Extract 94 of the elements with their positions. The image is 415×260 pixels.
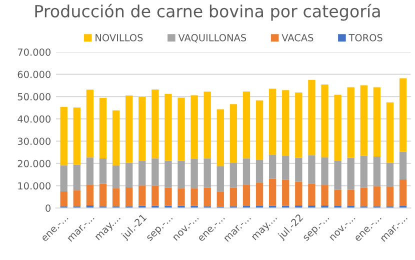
bar — [190, 95, 198, 159]
bar — [204, 188, 211, 206]
bar — [282, 156, 290, 180]
bar — [373, 186, 381, 206]
bar — [152, 89, 159, 158]
bar — [112, 188, 120, 206]
bar — [178, 160, 185, 188]
bar — [321, 185, 328, 206]
bar — [216, 109, 224, 166]
legend-label: VAQUILLONAS — [178, 34, 246, 42]
bar — [386, 187, 394, 206]
bar — [347, 87, 354, 158]
bar — [164, 94, 172, 161]
y-tick-label: 40.000 — [18, 115, 51, 123]
bar — [256, 100, 264, 160]
bar — [60, 165, 68, 192]
bar — [99, 158, 107, 184]
y-tick-label: 30.000 — [18, 138, 51, 145]
bar — [216, 192, 224, 207]
bar — [138, 97, 146, 161]
bar — [360, 85, 368, 156]
bar — [112, 165, 120, 188]
bar — [321, 157, 328, 186]
bar — [373, 87, 381, 157]
bar — [386, 162, 394, 188]
bar — [399, 152, 407, 180]
bar — [178, 188, 185, 206]
bar — [347, 158, 354, 190]
bar — [295, 92, 302, 158]
bar — [60, 106, 68, 166]
bar — [308, 80, 316, 156]
bar — [308, 155, 316, 184]
y-tick-label: 50.000 — [18, 93, 51, 100]
y-tick-label: 70.000 — [18, 48, 51, 56]
legend-label: TOROS — [348, 34, 382, 42]
bar — [86, 157, 94, 186]
bar — [99, 98, 107, 159]
bar — [216, 166, 224, 192]
bar — [242, 184, 250, 206]
bar — [230, 104, 238, 163]
bar — [73, 164, 80, 190]
bar — [295, 158, 302, 182]
legend-label: NOVILLOS — [96, 34, 143, 42]
bar — [268, 154, 276, 179]
bar — [99, 184, 107, 206]
bar — [86, 90, 94, 158]
y-tick-label: 10.000 — [18, 182, 51, 190]
bar — [204, 158, 211, 188]
bar — [242, 158, 250, 185]
bar — [125, 95, 133, 163]
bar — [347, 190, 354, 206]
bar — [112, 110, 120, 166]
bar — [268, 178, 276, 206]
bar — [399, 78, 407, 152]
legend-label: VACAS — [282, 34, 314, 42]
bar — [256, 182, 264, 206]
bar — [60, 192, 68, 206]
bar — [268, 88, 276, 155]
bar — [282, 180, 290, 206]
bar — [399, 179, 407, 206]
chart-title: Producción de carne bovina por categoría — [35, 4, 380, 21]
bar — [204, 92, 211, 158]
bar — [138, 160, 146, 186]
bar — [178, 98, 185, 161]
bar — [334, 94, 342, 161]
bar — [73, 107, 80, 165]
bar — [256, 160, 264, 182]
bar — [295, 182, 302, 206]
bar — [125, 187, 133, 206]
bar — [125, 162, 133, 188]
y-tick-label: 0 — [46, 204, 51, 212]
y-tick-label: 60.000 — [18, 70, 51, 78]
bar — [86, 185, 94, 206]
bar — [321, 84, 328, 158]
bar — [360, 156, 368, 188]
bar — [138, 185, 146, 206]
bar — [334, 190, 342, 206]
bar — [282, 90, 290, 156]
bar — [152, 186, 159, 206]
y-tick-label: 20.000 — [18, 160, 51, 168]
bar — [190, 158, 198, 188]
bar — [230, 188, 238, 206]
bar — [334, 160, 342, 190]
bar — [190, 188, 198, 206]
bar — [73, 190, 80, 206]
bar — [242, 91, 250, 158]
bar — [230, 162, 238, 188]
bar — [164, 160, 172, 188]
bar — [308, 184, 316, 206]
bar — [386, 102, 394, 163]
bar — [360, 188, 368, 206]
bar — [152, 158, 159, 186]
bar — [164, 188, 172, 206]
bar — [373, 156, 381, 186]
